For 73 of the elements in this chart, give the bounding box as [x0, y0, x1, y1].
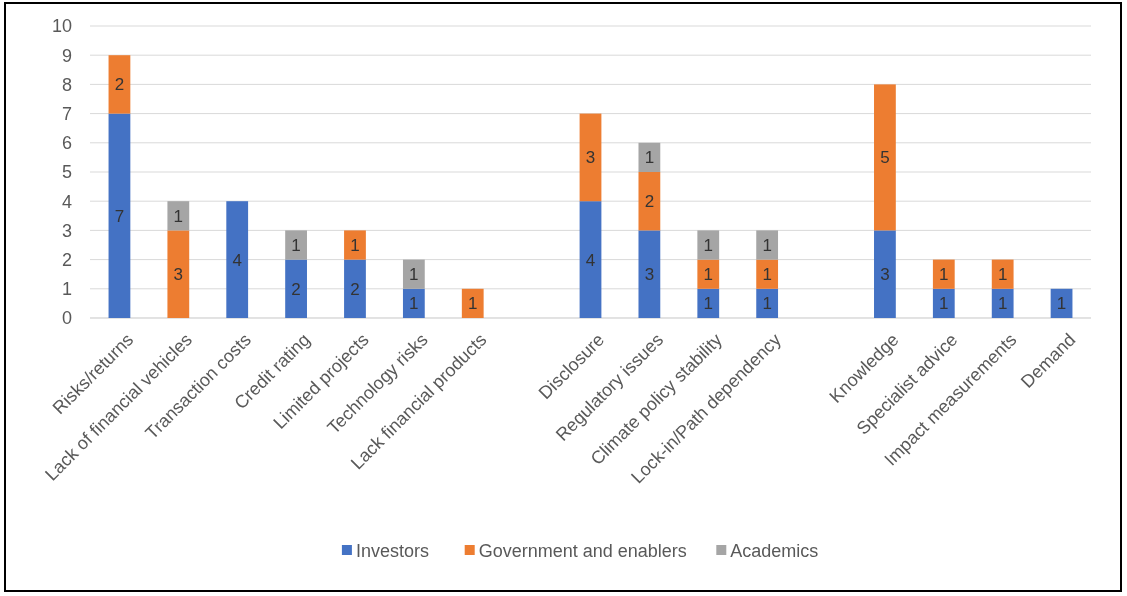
data-label: 1	[409, 294, 419, 314]
y-tick-label: 5	[61, 162, 72, 183]
bar	[108, 55, 131, 114]
legend-label: Academics	[730, 541, 819, 562]
y-tick-label: 10	[51, 16, 72, 37]
data-label: 3	[880, 265, 890, 285]
bar	[402, 288, 425, 318]
bar	[756, 288, 779, 318]
y-tick-label: 0	[61, 308, 72, 329]
bar	[697, 230, 720, 260]
y-tick-label: 1	[61, 279, 72, 300]
bar	[285, 230, 307, 260]
data-label: 3	[644, 265, 655, 285]
y-tick-label: 9	[61, 45, 72, 66]
y-tick-label: 3	[61, 220, 72, 241]
y-tick-label: 2	[61, 249, 72, 270]
y-tick-label: 4	[61, 191, 72, 212]
bar	[285, 259, 307, 318]
data-label: 1	[762, 235, 772, 255]
bar	[167, 201, 190, 231]
y-tick-label: 7	[61, 103, 72, 124]
bar	[697, 259, 720, 289]
data-label: 1	[939, 265, 949, 285]
data-label: 1	[291, 235, 301, 255]
bar	[756, 259, 779, 289]
bar	[932, 259, 955, 289]
y-tick-label: 8	[61, 74, 72, 95]
bar	[226, 201, 249, 318]
data-label: 3	[173, 265, 184, 285]
data-label: 1	[997, 265, 1008, 285]
bar	[638, 142, 661, 172]
data-label: 1	[468, 294, 478, 314]
data-label: 1	[173, 206, 184, 226]
bar	[461, 288, 484, 318]
data-label: 1	[644, 148, 655, 168]
bar	[874, 84, 896, 231]
bar	[756, 230, 779, 260]
data-label: 2	[644, 192, 655, 212]
bar	[579, 201, 602, 318]
bar	[991, 288, 1014, 318]
bar	[108, 113, 131, 318]
bar	[344, 230, 366, 260]
bar	[638, 172, 661, 231]
data-label: 4	[585, 250, 596, 270]
bar	[638, 230, 661, 318]
data-label: 5	[880, 148, 890, 168]
data-label: 1	[1056, 294, 1067, 314]
bar	[697, 288, 720, 318]
legend-label: Government and enablers	[478, 541, 687, 562]
data-label: 4	[232, 250, 242, 270]
data-label: 1	[762, 265, 772, 285]
bar	[579, 113, 602, 202]
y-tick-label: 6	[61, 133, 72, 154]
bar	[344, 259, 366, 318]
data-label: 1	[703, 235, 713, 255]
data-label: 1	[997, 294, 1008, 314]
bar	[402, 259, 425, 289]
data-label: 7	[114, 206, 125, 226]
bar	[991, 259, 1014, 289]
bar	[932, 288, 955, 318]
data-label: 1	[762, 294, 772, 314]
data-label: 2	[114, 75, 125, 95]
bar	[874, 230, 896, 318]
legend-label: Investors	[355, 541, 429, 562]
bar	[167, 230, 190, 318]
data-label: 1	[350, 235, 360, 255]
data-label: 3	[585, 148, 596, 168]
data-label: 1	[703, 265, 713, 285]
data-label: 2	[350, 279, 360, 299]
data-label: 1	[939, 294, 949, 314]
data-label: 1	[703, 294, 713, 314]
data-label: 1	[409, 265, 419, 285]
data-label: 2	[291, 279, 301, 299]
